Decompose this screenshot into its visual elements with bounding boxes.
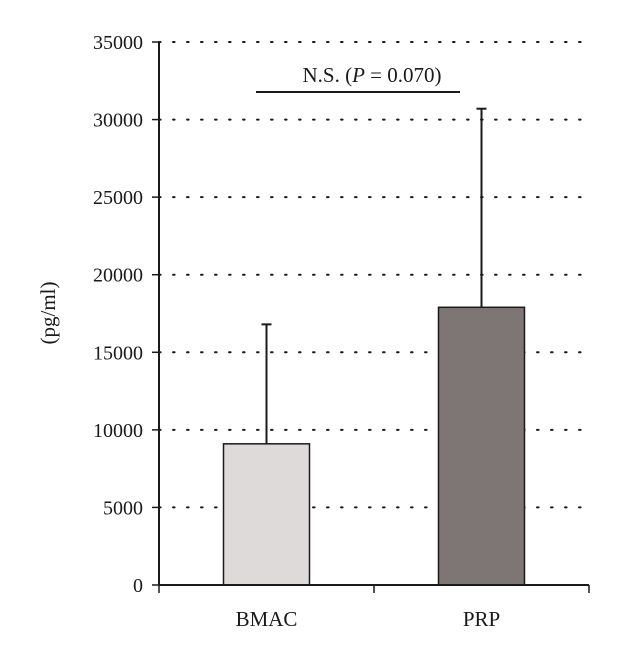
y-tick-label: 10000: [93, 420, 143, 442]
axes: [158, 42, 590, 593]
significance-annotation: N.S. (P = 0.070): [256, 63, 460, 93]
y-tick-label: 15000: [93, 342, 143, 364]
significance-suffix: = 0.070): [365, 63, 442, 87]
x-axis-labels: BMAC PRP: [236, 607, 501, 631]
y-axis-title: (pg/ml): [36, 282, 60, 345]
significance-p: P: [351, 63, 365, 87]
significance-label: N.S. (P = 0.070): [302, 63, 441, 87]
y-tick-label: 0: [133, 575, 143, 597]
y-axis-ticks: 0 5000 10000 15000 20000 25000 30000 35000: [93, 32, 159, 597]
bar-prp: [437, 306, 526, 586]
y-tick-label: 20000: [93, 265, 143, 287]
x-tick-label-bmac: BMAC: [236, 607, 298, 631]
significance-prefix: N.S. (: [302, 63, 352, 87]
y-tick-label: 35000: [93, 32, 143, 54]
y-tick-label: 30000: [93, 110, 143, 132]
error-bars: [261, 107, 487, 444]
bars: [222, 306, 526, 586]
x-tick-label-prp: PRP: [463, 607, 500, 631]
y-tick-label: 25000: [93, 187, 143, 209]
y-tick-label: 5000: [103, 497, 143, 519]
bar-bmac: [222, 443, 311, 586]
